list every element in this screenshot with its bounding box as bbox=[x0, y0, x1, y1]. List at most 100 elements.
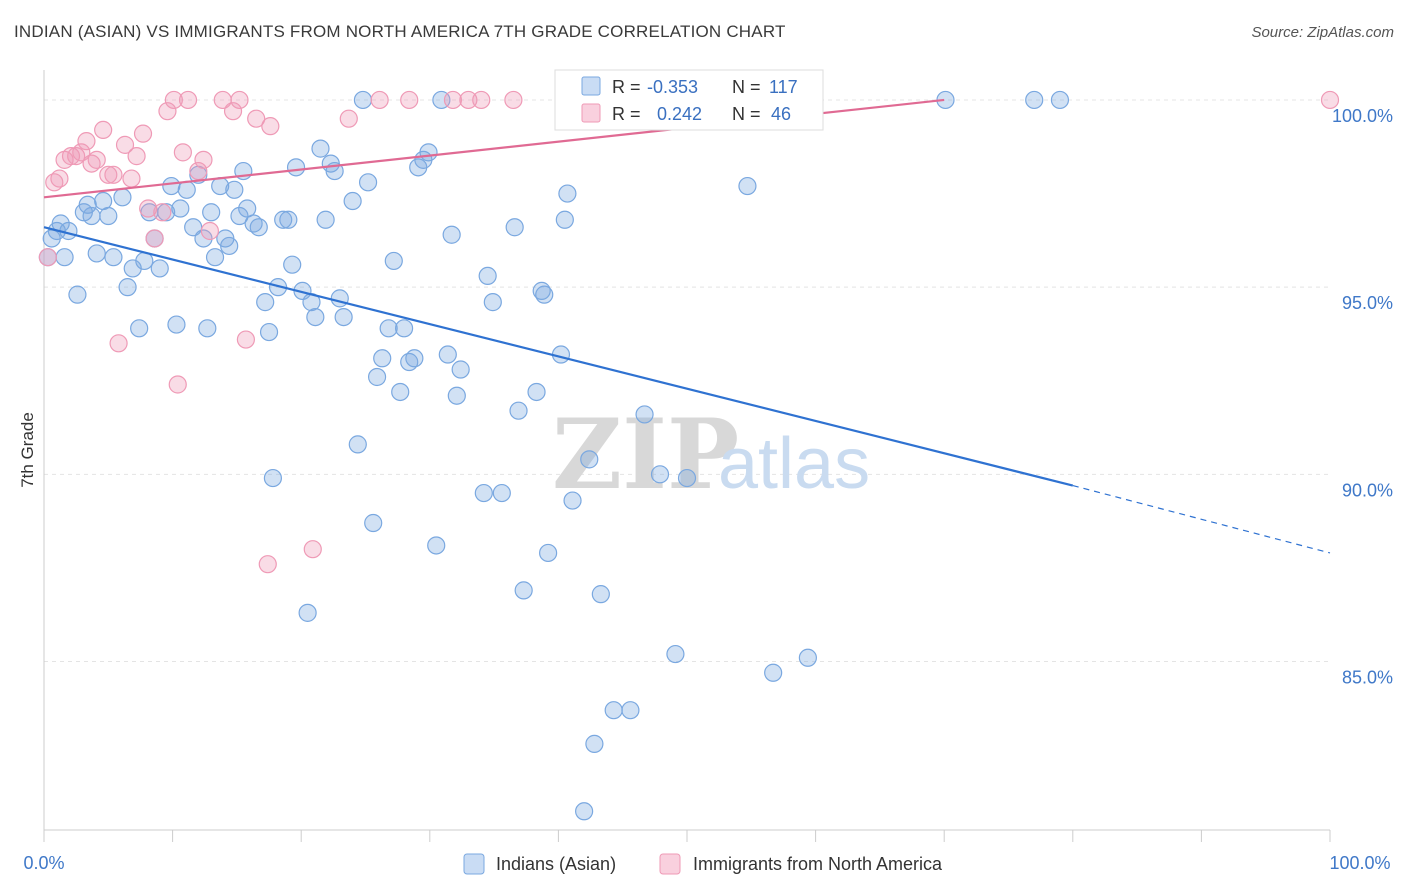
point-indians-asian bbox=[384, 251, 403, 271]
point-indians-asian bbox=[99, 206, 118, 226]
watermark-atlas: atlas bbox=[718, 424, 870, 504]
point-immigrants-north-america bbox=[164, 90, 183, 110]
point-immigrants-north-america bbox=[127, 147, 146, 166]
point-immigrants-north-america bbox=[236, 330, 256, 349]
point-indians-asian bbox=[585, 734, 604, 753]
point-immigrants-north-america bbox=[459, 90, 478, 110]
point-indians-asian bbox=[474, 483, 493, 503]
y-tick-label: 85.0% bbox=[1342, 668, 1393, 688]
point-immigrants-north-america bbox=[443, 90, 463, 110]
chart-title: INDIAN (ASIAN) VS IMMIGRANTS FROM NORTH … bbox=[14, 22, 786, 41]
point-indians-asian bbox=[263, 468, 283, 488]
point-indians-asian bbox=[162, 176, 181, 196]
point-indians-asian bbox=[279, 210, 298, 229]
point-indians-asian bbox=[249, 218, 268, 237]
point-indians-asian bbox=[514, 581, 533, 600]
point-indians-asian bbox=[348, 435, 367, 454]
data-points bbox=[38, 90, 1340, 821]
point-indians-asian bbox=[394, 319, 414, 338]
stats-n-label-2: N = bbox=[732, 104, 761, 124]
point-indians-asian bbox=[205, 248, 225, 267]
point-immigrants-north-america bbox=[158, 102, 177, 121]
point-indians-asian bbox=[311, 139, 330, 158]
point-indians-asian bbox=[677, 468, 697, 488]
point-immigrants-north-america bbox=[94, 120, 113, 140]
point-indians-asian bbox=[283, 255, 302, 274]
point-immigrants-north-america bbox=[223, 102, 243, 121]
point-indians-asian bbox=[509, 401, 528, 420]
stats-r-label-1: R = bbox=[612, 77, 641, 97]
x-axis-ticks bbox=[43, 830, 1331, 842]
point-indians-asian bbox=[343, 191, 362, 211]
point-indians-asian bbox=[558, 184, 577, 203]
point-indians-asian bbox=[580, 450, 599, 469]
point-immigrants-north-america bbox=[145, 229, 164, 248]
point-indians-asian bbox=[150, 259, 169, 278]
stats-r-value-1: -0.353 bbox=[647, 77, 698, 97]
point-indians-asian bbox=[353, 90, 373, 110]
point-immigrants-north-america bbox=[61, 147, 81, 166]
point-indians-asian bbox=[492, 483, 511, 503]
watermark: ZIP atlas bbox=[552, 398, 870, 511]
legend-swatch-immigrants bbox=[659, 853, 681, 875]
point-indians-asian bbox=[104, 248, 123, 267]
point-indians-asian bbox=[405, 349, 424, 368]
point-immigrants-north-america bbox=[38, 248, 57, 267]
point-indians-asian bbox=[68, 285, 87, 304]
point-indians-asian bbox=[259, 322, 279, 342]
point-immigrants-north-america bbox=[1320, 90, 1340, 110]
point-indians-asian bbox=[238, 199, 257, 218]
point-indians-asian bbox=[373, 349, 392, 368]
point-indians-asian bbox=[167, 315, 186, 334]
point-immigrants-north-america bbox=[153, 203, 172, 222]
trend-line-indians-asian-extension bbox=[1072, 484, 1331, 554]
point-immigrants-north-america bbox=[50, 169, 69, 188]
point-indians-asian bbox=[358, 173, 378, 192]
point-indians-asian bbox=[419, 143, 438, 162]
point-indians-asian bbox=[527, 382, 546, 402]
point-indians-asian bbox=[535, 285, 554, 304]
point-indians-asian bbox=[367, 367, 387, 387]
point-immigrants-north-america bbox=[400, 90, 419, 110]
point-indians-asian bbox=[286, 158, 306, 177]
point-indians-asian bbox=[1050, 90, 1070, 110]
point-immigrants-north-america bbox=[504, 90, 523, 110]
point-indians-asian bbox=[764, 663, 783, 682]
point-immigrants-north-america bbox=[472, 90, 491, 110]
point-indians-asian bbox=[202, 203, 221, 222]
point-immigrants-north-america bbox=[99, 165, 118, 184]
point-indians-asian bbox=[483, 293, 502, 312]
point-indians-asian bbox=[256, 293, 275, 312]
point-indians-asian bbox=[451, 360, 470, 379]
point-immigrants-north-america bbox=[168, 375, 187, 394]
point-indians-asian bbox=[274, 210, 293, 229]
point-indians-asian bbox=[604, 701, 623, 720]
point-indians-asian bbox=[575, 802, 594, 821]
stats-n-value-2: 46 bbox=[771, 104, 791, 124]
watermark-zip: ZIP bbox=[552, 398, 739, 511]
point-indians-asian bbox=[298, 603, 317, 622]
point-immigrants-north-america bbox=[87, 150, 106, 169]
point-indians-asian bbox=[738, 176, 757, 196]
point-indians-asian bbox=[427, 536, 446, 555]
point-indians-asian bbox=[113, 188, 132, 207]
y-axis-tick-labels: 85.0% 90.0% 95.0% 100.0% bbox=[1332, 106, 1393, 688]
point-indians-asian bbox=[539, 543, 558, 563]
point-immigrants-north-america bbox=[173, 143, 192, 162]
legend: Indians (Asian) Immigrants from North Am… bbox=[463, 853, 943, 875]
point-immigrants-north-america bbox=[77, 132, 96, 151]
point-indians-asian bbox=[306, 307, 325, 327]
point-indians-asian bbox=[118, 278, 137, 297]
point-indians-asian bbox=[220, 236, 239, 256]
point-indians-asian bbox=[438, 345, 457, 364]
point-immigrants-north-america bbox=[194, 150, 213, 169]
point-indians-asian bbox=[364, 513, 383, 533]
point-indians-asian bbox=[198, 319, 217, 338]
trend-line-indians-asian bbox=[43, 226, 1074, 487]
point-indians-asian bbox=[798, 648, 817, 667]
point-immigrants-north-america bbox=[72, 143, 91, 162]
point-immigrants-north-america bbox=[115, 135, 135, 154]
point-indians-asian bbox=[478, 266, 497, 286]
point-immigrants-north-america bbox=[339, 109, 358, 128]
point-indians-asian bbox=[1025, 90, 1044, 110]
